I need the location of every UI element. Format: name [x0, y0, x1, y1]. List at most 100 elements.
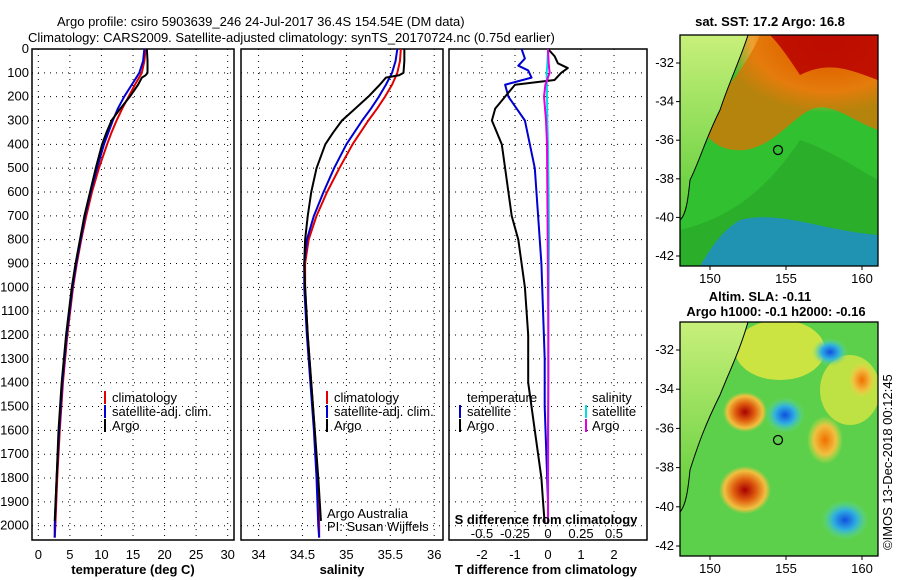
depth-tick-label: 400: [7, 136, 29, 151]
lat-label: -42: [655, 538, 674, 553]
lat-label: -40: [655, 499, 674, 514]
lat-label: -34: [655, 381, 674, 396]
legend-satellite-label: satellite-adj. clim.: [334, 404, 434, 419]
x-tick-label: 15: [126, 547, 140, 562]
x-tick-label: 30: [220, 547, 234, 562]
salinity-panel-frame: [240, 48, 444, 541]
legend-temperature-heading: temperature: [467, 390, 537, 405]
legend-s-satellite-label: satellite: [592, 404, 636, 419]
legend-t-argo-label: Argo: [467, 418, 494, 433]
x-tick-label: 1: [577, 547, 584, 562]
salinity-legend: climatology satellite-adj. clim. Argo: [326, 390, 434, 433]
sla-high-anomaly: [719, 466, 771, 514]
x-tick-label: 34.5: [290, 547, 315, 562]
sst-map: sat. SST: 17.2 Argo: 16.8 -32 -34 -36 -38 -4…: [655, 14, 879, 286]
legend-t-satellite-label: satellite: [467, 404, 511, 419]
land-mass: [680, 322, 748, 512]
depth-tick-label: 1200: [0, 327, 29, 342]
figure-title-line-1: Argo profile: csiro 5903639_246 24-Jul-2…: [57, 14, 465, 29]
depth-tick-label: 1300: [0, 351, 29, 366]
land-mass: [680, 35, 748, 220]
series-line-argo: [303, 49, 406, 521]
x-tick-label: 0: [35, 547, 42, 562]
x-tick-label: 5: [66, 547, 73, 562]
x-tick-label: 35: [339, 547, 353, 562]
legend-climatology-label: climatology: [112, 390, 178, 405]
sla-positive-anomaly: [807, 416, 843, 464]
depth-tick-label: 1100: [1, 303, 29, 318]
series-line-temperature-argo: [490, 48, 569, 524]
series-line-climatology: [304, 48, 402, 538]
cold-water-region: [700, 217, 878, 266]
sla-lat-labels: -32 -34 -36 -38 -40 -42: [655, 342, 680, 553]
depth-tick-label: 600: [7, 184, 29, 199]
x-tick-label: -2: [476, 547, 488, 562]
x-tick-label: 0: [544, 547, 551, 562]
depth-tick-label: 1800: [0, 470, 29, 485]
lon-label: 155: [775, 561, 797, 576]
temperature-tick-labels: 0 5 10 15 20 25 30: [35, 547, 235, 562]
salinity-axis-label: salinity: [320, 562, 366, 577]
lat-label: -40: [655, 209, 674, 224]
lon-label: 150: [699, 271, 721, 286]
depth-tick-label: 2000: [0, 518, 29, 533]
t-difference-axis-label: T difference from climatology: [455, 562, 638, 577]
temperature-panel: 0 5 10 15 20 25 30 0 100 200 300 400 500 600 700 800 90…: [0, 41, 235, 577]
salinity-tick-labels: 34 34.5 35 35.5 36: [251, 547, 441, 562]
figure-title-line-2: Climatology: CARS2009. Satellite-adjuste…: [28, 30, 555, 45]
depth-tick-label: 300: [7, 113, 29, 128]
x-tick-label: 34: [251, 547, 265, 562]
s-tick-label: 0.25: [568, 526, 593, 541]
depth-tick-label: 0: [22, 41, 29, 56]
argo-position-marker: [772, 144, 784, 156]
difference-tick-labels: -2 -1 0 1 2: [476, 547, 617, 562]
sla-map-title-2: Argo h1000: -0.1 h2000: -0.16: [686, 304, 865, 319]
s-difference-axis-label: S difference from climatology: [455, 512, 639, 527]
copyright-stamp: ©IMOS 13-Dec-2018 00:12:45: [880, 374, 895, 550]
difference-panel: -2 -1 0 1 2 T difference from climatology S …: [448, 48, 648, 577]
series-line-salinity-argo: [543, 48, 551, 524]
temperature-panel-frame: [31, 48, 235, 541]
x-tick-label: 10: [94, 547, 108, 562]
lon-label: 160: [851, 561, 873, 576]
depth-tick-label: 1900: [0, 494, 29, 509]
sla-map-frame: [679, 321, 879, 557]
salinity-panel: 34 34.5 35 35.5 36 salinity climatology sate…: [240, 48, 444, 577]
depth-tick-label: 900: [7, 256, 29, 271]
difference-series: [490, 48, 569, 524]
sla-low-anomaly: [812, 338, 848, 366]
difference-legend: temperature satellite Argo salinity sate…: [459, 390, 636, 433]
depth-tick-label: 1000: [0, 279, 29, 294]
lat-label: -32: [655, 342, 674, 357]
depth-tick-labels: 0 100 200 300 400 500 600 700 800 900 1000 1100 1200…: [0, 41, 29, 533]
lat-label: -42: [655, 248, 674, 263]
legend-salinity-heading: salinity: [592, 390, 632, 405]
sst-map-title: sat. SST: 17.2 Argo: 16.8: [695, 14, 845, 29]
temperature-axis-label: temperature (deg C): [71, 562, 195, 577]
credit-line-2: PI: Susan Wijffels: [327, 519, 429, 534]
lat-label: -32: [655, 55, 674, 70]
sla-positive-anomaly: [848, 362, 876, 398]
series-line-satellite-adj-clim-: [53, 48, 146, 538]
lon-label: 160: [851, 271, 873, 286]
s-difference-tick-labels: -0.5 -0.25 0 0.25 0.5: [471, 526, 623, 541]
s-tick-label: 0: [544, 526, 551, 541]
x-tick-label: 20: [157, 547, 171, 562]
sla-yellow-patch: [735, 322, 825, 380]
x-tick-label: 36: [427, 547, 441, 562]
x-tick-label: 35.5: [378, 547, 403, 562]
legend-s-argo-label: Argo: [592, 418, 619, 433]
credit-line-1: Argo Australia: [327, 506, 409, 521]
s-tick-label: 0.5: [605, 526, 623, 541]
temperature-series: [53, 48, 149, 538]
lat-label: -36: [655, 420, 674, 435]
sst-map-frame: [679, 34, 879, 267]
temperature-legend: climatology satellite-adj. clim. Argo: [104, 390, 212, 433]
x-tick-label: -1: [509, 547, 521, 562]
sst-lat-labels: -32 -34 -36 -38 -40 -42: [655, 55, 680, 263]
sla-high-anomaly: [723, 392, 767, 432]
series-line-climatology: [53, 48, 147, 538]
temperature-grid: [32, 48, 234, 540]
series-line-argo: [53, 48, 149, 521]
